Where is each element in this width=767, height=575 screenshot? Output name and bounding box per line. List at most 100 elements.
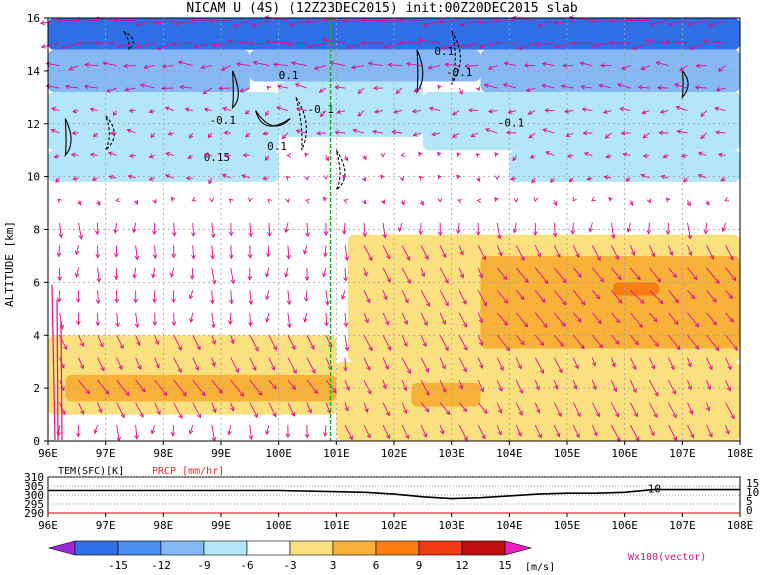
wind-vector [687, 334, 700, 350]
wind-vector [154, 335, 160, 346]
wind-vector [173, 357, 182, 373]
wind-vector [361, 176, 367, 182]
wind-vector [344, 245, 350, 262]
wind-vector [57, 267, 63, 282]
wind-vector [171, 312, 177, 327]
wind-vector [572, 312, 582, 323]
wind-vector [659, 109, 669, 114]
wind-vector [324, 312, 329, 327]
wind-vector [77, 200, 82, 206]
wind-vector [536, 20, 555, 28]
colorbar-label: -15 [108, 559, 128, 572]
wind-vector [115, 197, 120, 203]
wind-vector [572, 290, 586, 306]
wind-vector [96, 200, 101, 206]
wind-vector [630, 267, 641, 281]
wind-vector [265, 425, 270, 435]
wind-vector [164, 106, 174, 111]
wind-vector [564, 108, 574, 114]
wind-vector [248, 290, 254, 306]
wind-vector [230, 402, 235, 412]
wind-vector [357, 110, 365, 117]
wind-vector [343, 155, 349, 162]
wind-vector [264, 155, 270, 161]
wind-vector [572, 424, 580, 439]
surface-x-tick-label: 100E [265, 519, 292, 532]
wind-vector [591, 357, 597, 367]
wind-vector [542, 128, 555, 134]
wind-vector [517, 42, 536, 51]
prcp-tick-label: 15 [746, 477, 759, 490]
colorbar-label: 15 [498, 559, 511, 572]
wind-vector [649, 312, 658, 323]
wind-vector [706, 380, 712, 391]
wind-vector [242, 152, 250, 158]
wind-vector [265, 110, 270, 117]
wind-vector [287, 312, 292, 329]
wind-vector [457, 199, 463, 204]
wind-vector [221, 173, 231, 179]
wind-vector [154, 20, 174, 26]
wind-vector [668, 424, 677, 442]
wind-vector [680, 153, 688, 159]
wind-vector [725, 380, 731, 392]
wind-vector [230, 379, 245, 397]
contour-label: 0.1 [279, 69, 299, 82]
wind-vector [478, 42, 498, 49]
wind-vector [494, 197, 499, 202]
wind-vector [250, 20, 269, 28]
wind-vector [135, 357, 142, 370]
wind-vector [321, 37, 346, 44]
wind-vector [630, 312, 643, 329]
wind-vector [286, 41, 307, 47]
wind-vector [649, 334, 660, 347]
wind-vector [399, 176, 404, 182]
contour-label: -0.1 [308, 103, 335, 116]
wind-vector [265, 312, 270, 323]
wind-vector [132, 267, 137, 279]
wind-vector [620, 130, 631, 136]
colorbar-label: 12 [455, 559, 468, 572]
wind-vector [686, 200, 691, 207]
wind-vector [458, 424, 468, 442]
wind-vector [420, 312, 428, 327]
wind-vector [534, 42, 555, 47]
wind-vector [610, 357, 616, 368]
wind-vector [721, 222, 727, 233]
wind-vector [92, 132, 98, 138]
wind-vector [534, 380, 540, 391]
wind-vector [703, 222, 709, 235]
wind-vector [114, 17, 136, 23]
wind-vector [223, 130, 231, 136]
wind-vector [128, 108, 136, 113]
wind-vector [265, 39, 288, 45]
wind-vector [265, 267, 270, 278]
wind-vector [437, 174, 442, 180]
wind-vector [143, 64, 155, 70]
wind-vector [59, 357, 65, 369]
wind-vector [150, 424, 156, 435]
y-tick-label: 4 [33, 329, 40, 342]
temperature-line [48, 488, 740, 500]
wind-vector [611, 334, 620, 345]
y-axis-label: ALTITUDE [km] [3, 221, 16, 307]
wind-vector [503, 61, 517, 67]
wind-vector [291, 61, 308, 67]
wind-vector [496, 222, 502, 240]
wind-vector [444, 62, 460, 67]
wind-vector [249, 402, 258, 419]
wind-vector [401, 402, 408, 415]
wind-vector [218, 85, 231, 91]
wind-vector [124, 87, 136, 92]
y-tick-label: 12 [27, 118, 40, 131]
wind-vector [496, 334, 511, 352]
wind-vector [89, 152, 98, 158]
wind-vector [156, 42, 174, 51]
wind-vector [76, 290, 81, 303]
wind-vector [401, 357, 411, 375]
wind-vector [725, 424, 730, 435]
wind-vector [400, 152, 406, 157]
wind-vector [572, 245, 580, 259]
wind-vector [534, 267, 549, 285]
wind-vector [192, 335, 201, 351]
